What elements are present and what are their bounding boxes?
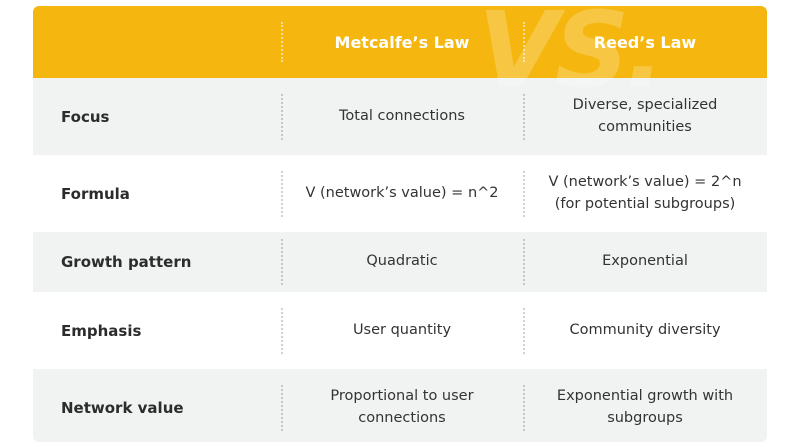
table-row: Network value Proportional to user conne… (33, 369, 767, 442)
reed-focus: Diverse, specialized communities (523, 78, 767, 155)
table-row: Focus Total connections Diverse, special… (33, 78, 767, 155)
table-row: Growth pattern Quadratic Exponential (33, 232, 767, 292)
comparison-table: VS. Metcalfe’s Law Reed’s Law Focus Tota… (33, 6, 767, 442)
metcalfe-formula: V (network’s value) = n^2 (281, 155, 523, 232)
metcalfe-focus: Total connections (281, 78, 523, 155)
header-reed: Reed’s Law (523, 6, 767, 78)
reed-network-value: Exponential growth with subgroups (523, 369, 767, 442)
row-label-growth-pattern: Growth pattern (61, 253, 192, 271)
row-label-focus: Focus (61, 107, 110, 126)
table-row: Formula V (network’s value) = n^2 V (net… (33, 155, 767, 232)
vs-watermark: VS. (478, 6, 665, 111)
row-label-formula: Formula (61, 184, 130, 203)
reed-formula: V (network’s value) = 2^n (for potential… (523, 155, 767, 232)
table-header: VS. Metcalfe’s Law Reed’s Law (33, 6, 767, 102)
metcalfe-network-value: Proportional to user connections (281, 369, 523, 442)
header-empty-cell (33, 6, 281, 78)
reed-growth-pattern: Exponential (523, 232, 767, 292)
header-metcalfe: Metcalfe’s Law (281, 6, 523, 78)
row-label-emphasis: Emphasis (61, 321, 142, 340)
table-row: Emphasis User quantity Community diversi… (33, 292, 767, 369)
reed-emphasis: Community diversity (523, 292, 767, 369)
row-label-network-value: Network value (61, 398, 184, 417)
metcalfe-emphasis: User quantity (281, 292, 523, 369)
metcalfe-growth-pattern: Quadratic (281, 232, 523, 292)
